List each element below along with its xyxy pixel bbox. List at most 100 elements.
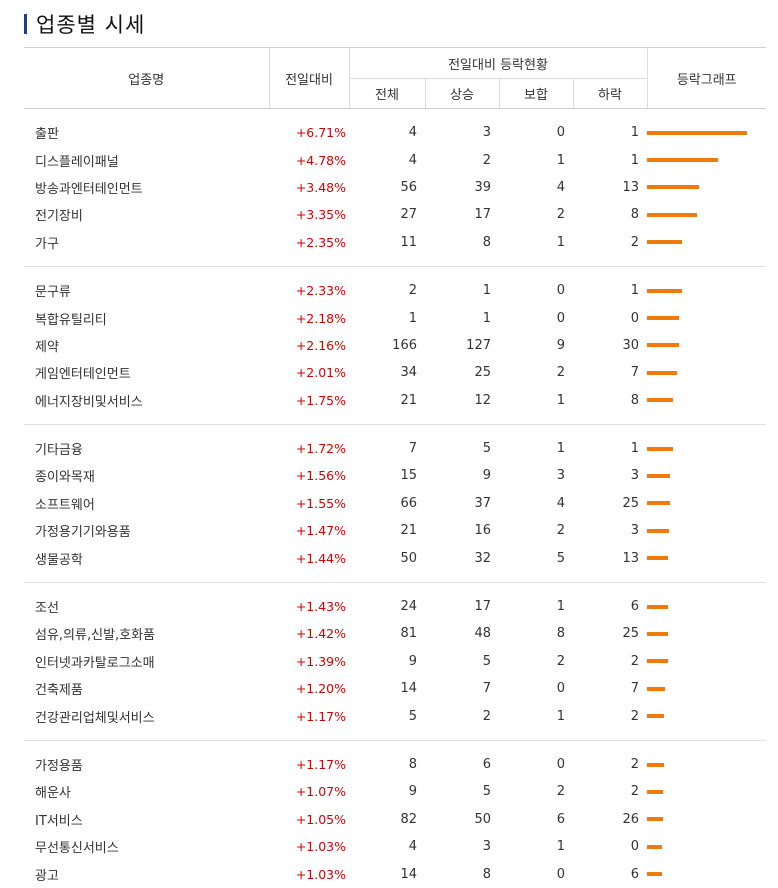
total-count: 27 bbox=[400, 207, 417, 223]
flat-count: 5 bbox=[556, 550, 565, 566]
change-rate: +1.20% bbox=[295, 681, 346, 697]
change-bar bbox=[647, 659, 668, 664]
change-graph-cell bbox=[647, 277, 766, 304]
change-bar bbox=[647, 762, 664, 767]
down-count: 1 bbox=[630, 125, 639, 141]
flat-count: 1 bbox=[556, 392, 565, 408]
up-count: 16 bbox=[474, 523, 491, 539]
total-count: 66 bbox=[400, 495, 417, 511]
change-rate: +1.44% bbox=[295, 550, 346, 566]
sector-name-link[interactable]: 소프트웨어 bbox=[35, 497, 95, 513]
change-bar bbox=[647, 604, 668, 609]
sector-name-link[interactable]: 디스플레이패널 bbox=[35, 154, 119, 170]
total-count: 4 bbox=[408, 152, 417, 168]
change-rate: +2.16% bbox=[295, 337, 346, 353]
header-up[interactable]: 상승 bbox=[424, 78, 499, 109]
change-rate: +3.48% bbox=[295, 179, 346, 195]
down-count: 7 bbox=[630, 681, 639, 697]
change-bar bbox=[647, 343, 679, 348]
flat-count: 6 bbox=[556, 811, 565, 827]
change-bar bbox=[647, 817, 663, 822]
header-down[interactable]: 하락 bbox=[572, 78, 647, 109]
sector-name-link[interactable]: 생물공학 bbox=[35, 552, 83, 568]
change-rate: +1.03% bbox=[295, 839, 346, 855]
change-rate: +1.03% bbox=[295, 866, 346, 882]
change-rate: +2.18% bbox=[295, 310, 346, 326]
change-bar bbox=[647, 556, 668, 561]
flat-count: 1 bbox=[556, 599, 565, 615]
sector-name-link[interactable]: 복합유틸리티 bbox=[35, 312, 107, 328]
sector-name-link[interactable]: 출판 bbox=[35, 127, 59, 143]
up-count: 7 bbox=[482, 681, 491, 697]
change-rate: +1.75% bbox=[295, 392, 346, 408]
table-row: 출판 +6.71% 4 3 0 1 bbox=[24, 119, 766, 146]
up-count: 5 bbox=[482, 653, 491, 669]
table-row: 건강관리업체및서비스 +1.17% 5 2 1 2 bbox=[24, 702, 766, 729]
sector-name-link[interactable]: 조선 bbox=[35, 601, 59, 617]
sector-name-link[interactable]: 인터넷과카탈로그소매 bbox=[35, 655, 155, 671]
table-row: 무선통신서비스 +1.03% 4 3 1 0 bbox=[24, 833, 766, 860]
sector-name-link[interactable]: 무선통신서비스 bbox=[35, 841, 119, 857]
total-count: 166 bbox=[392, 337, 417, 353]
up-count: 2 bbox=[482, 152, 491, 168]
change-graph-cell bbox=[647, 833, 766, 860]
sector-name-link[interactable]: 문구류 bbox=[35, 285, 71, 301]
header-flat[interactable]: 보합 bbox=[498, 78, 573, 109]
sector-name-link[interactable]: 가구 bbox=[35, 236, 59, 252]
table-row: 광고 +1.03% 14 8 0 6 bbox=[24, 860, 766, 887]
down-count: 26 bbox=[622, 811, 639, 827]
down-count: 8 bbox=[630, 392, 639, 408]
change-bar bbox=[647, 789, 663, 794]
change-rate: +1.39% bbox=[295, 653, 346, 669]
flat-count: 1 bbox=[556, 234, 565, 250]
change-bar bbox=[647, 446, 673, 451]
header-change[interactable]: 전일대비 bbox=[268, 47, 349, 109]
change-graph-cell bbox=[647, 490, 766, 517]
header-sector-name[interactable]: 업종명 bbox=[24, 47, 269, 109]
total-count: 4 bbox=[408, 125, 417, 141]
change-rate: +2.01% bbox=[295, 365, 346, 381]
table-row: 가정용기기와용품 +1.47% 21 16 2 3 bbox=[24, 517, 766, 544]
change-bar bbox=[647, 528, 669, 533]
down-count: 2 bbox=[630, 784, 639, 800]
down-count: 30 bbox=[622, 337, 639, 353]
table-row: 에너지장비및서비스 +1.75% 21 12 1 8 bbox=[24, 387, 766, 414]
sector-name-link[interactable]: 가정용품 bbox=[35, 759, 83, 774]
sector-name-link[interactable]: 전기장비 bbox=[35, 209, 83, 225]
change-graph-cell bbox=[647, 751, 766, 778]
sector-name-link[interactable]: 종이와목재 bbox=[35, 470, 95, 486]
group-divider bbox=[24, 266, 766, 267]
sector-name-link[interactable]: 기타금융 bbox=[35, 443, 83, 459]
table-row: 게임엔터테인먼트 +2.01% 34 25 2 7 bbox=[24, 359, 766, 386]
down-count: 2 bbox=[630, 234, 639, 250]
header-total[interactable]: 전체 bbox=[348, 78, 425, 109]
change-bar bbox=[647, 370, 677, 375]
table-row: 기타금융 +1.72% 7 5 1 1 bbox=[24, 435, 766, 462]
total-count: 21 bbox=[400, 392, 417, 408]
change-graph-cell bbox=[647, 146, 766, 173]
sector-name-link[interactable]: 건축제품 bbox=[35, 683, 83, 699]
table-row: 복합유틸리티 +2.18% 1 1 0 0 bbox=[24, 304, 766, 331]
change-graph-cell bbox=[647, 435, 766, 462]
group-divider bbox=[24, 424, 766, 425]
total-count: 24 bbox=[400, 599, 417, 615]
up-count: 50 bbox=[474, 811, 491, 827]
down-count: 8 bbox=[630, 207, 639, 223]
sector-name-link[interactable]: 에너지장비및서비스 bbox=[35, 394, 143, 410]
flat-count: 1 bbox=[556, 441, 565, 457]
down-count: 3 bbox=[630, 523, 639, 539]
sector-name-link[interactable]: 방송과엔터테인먼트 bbox=[35, 181, 143, 197]
sector-name-link[interactable]: 제약 bbox=[35, 339, 59, 355]
sector-name-link[interactable]: IT서비스 bbox=[35, 813, 83, 829]
sector-name-link[interactable]: 광고 bbox=[35, 868, 59, 884]
sector-name-link[interactable]: 섬유,의류,신발,호화품 bbox=[35, 628, 156, 644]
header-graph: 등락그래프 bbox=[646, 47, 766, 109]
change-bar bbox=[647, 316, 679, 321]
sector-name-link[interactable]: 해운사 bbox=[35, 786, 71, 802]
sector-name-link[interactable]: 건강관리업체및서비스 bbox=[35, 710, 155, 726]
sector-name-link[interactable]: 게임엔터테인먼트 bbox=[35, 367, 131, 383]
flat-count: 0 bbox=[556, 310, 565, 326]
total-count: 15 bbox=[400, 468, 417, 484]
change-rate: +1.47% bbox=[295, 523, 346, 539]
sector-name-link[interactable]: 가정용기기와용품 bbox=[35, 525, 131, 541]
